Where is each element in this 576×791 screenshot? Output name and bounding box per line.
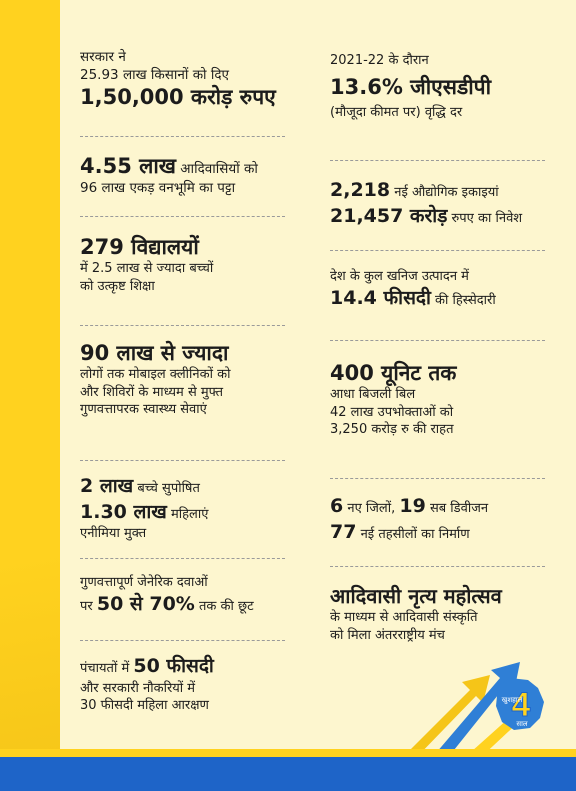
stat-text: नई औद्योगिक इकाइयां [390, 185, 499, 200]
stat-text: देश के कुल खनिज उत्पादन में [330, 269, 469, 284]
stat-text: और सरकारी नौकरियों में [80, 680, 196, 696]
stat-value: 6 [330, 495, 344, 517]
divider [330, 340, 545, 341]
yellow-side-band [0, 0, 60, 791]
stat-text: को मिला अंतरराष्ट्रीय मंच [330, 627, 445, 643]
stat-value: 4.55 लाख [80, 154, 176, 178]
stat-text: के माध्यम से आदिवासी संस्कृति [330, 610, 478, 625]
stat-value: 2,218 [330, 179, 391, 201]
gsdp-stat: 2021-22 के दौरान 13.6% जीएसडीपी (मौजूदा … [330, 52, 560, 121]
stat-value: 21,457 करोड़ [330, 204, 448, 227]
divider [330, 250, 545, 251]
stat-text: बच्चे सुपोषित [133, 481, 200, 496]
stat-text: 2021-22 के दौरान [330, 53, 429, 68]
stat-text: एनीमिया मुक्त [80, 526, 147, 542]
stat-text: नई तहसीलों का निर्माण [356, 526, 470, 542]
dance-festival-stat: आदिवासी नृत्य महोत्सव के माध्यम से आदिवा… [330, 584, 560, 644]
rajasthan-map-icon [496, 678, 544, 730]
stat-value: 19 [399, 495, 426, 517]
stat-text: को उत्कृष्ट शिक्षा [80, 278, 155, 294]
divider [330, 566, 545, 567]
stat-text: और शिविरों के माध्यम से मुफ्त [80, 384, 224, 400]
bottom-blue-band [0, 757, 576, 791]
stat-value: 50 फीसदी [133, 655, 214, 677]
stat-text: आधा बिजली बिल [330, 387, 416, 403]
logo-number: 4 [512, 686, 531, 724]
stat-text: नए जिलों, [343, 501, 400, 516]
stat-text: गुणवत्तापूर्ण जेनेरिक दवाओं [80, 575, 208, 590]
stat-value: 1,50,000 करोड़ रुपए [80, 85, 276, 110]
stat-value: 50 से 70% [96, 592, 195, 615]
stat-value: 77 [330, 520, 357, 543]
stat-text: 42 लाख उपभोक्ताओं को [330, 404, 454, 420]
stat-value: 2 लाख [80, 475, 134, 497]
stat-value: 1.30 लाख [80, 500, 167, 523]
stat-text: की हिस्सेदारी [430, 292, 496, 308]
stat-text: तक की छूट [194, 598, 254, 614]
stat-text: पंचायतों में [80, 661, 134, 676]
divider [330, 160, 545, 161]
stat-text: आदिवासियों को [175, 161, 258, 177]
stat-text: (मौजूदा कीमत पर) वृद्धि दर [330, 104, 463, 120]
districts-stat: 6 नए जिलों, 19 सब डिवीजन 77 नई तहसीलों क… [330, 494, 560, 545]
logo-bottom-text: साल [516, 720, 528, 728]
stat-text: 30 फीसदी महिला आरक्षण [80, 698, 209, 714]
stat-text: गुणवत्तापरक स्वास्थ्य सेवाएं [80, 402, 207, 418]
bottom-yellow-stripe [0, 749, 576, 757]
four-years-logo: 4 खुशहाल साल [496, 678, 544, 730]
stat-text: महिलाएं [166, 506, 209, 522]
divider [80, 136, 285, 137]
stat-value: 13.6% जीएसडीपी [330, 74, 492, 99]
stat-value: 90 लाख से ज्यादा [80, 341, 229, 365]
stat-text: 3,250 करोड़ रु की राहत [330, 422, 454, 438]
divider [80, 216, 285, 217]
reservation-stat: पंचायतों में 50 फीसदी और सरकारी नौकरियों… [80, 654, 290, 715]
yellow-arrow-icon [400, 675, 490, 760]
divider [80, 558, 285, 559]
stat-value: 14.4 फीसदी [330, 286, 431, 309]
stat-value: 400 यूनिट तक [330, 361, 457, 385]
stat-text: 25.93 लाख किसानों को दिए [80, 67, 229, 84]
electricity-stat: 400 यूनिट तक आधा बिजली बिल 42 लाख उपभोक्… [330, 360, 560, 439]
stat-text: रुपए का निवेश [447, 210, 523, 226]
stat-value: आदिवासी नृत्य महोत्सव [330, 584, 502, 608]
stat-text: पर [80, 598, 97, 614]
schools-stat: 279 विद्यालयों में 2.5 लाख से ज्यादा बच्… [80, 234, 290, 295]
industry-stat: 2,218 नई औद्योगिक इकाइयां 21,457 करोड़ र… [330, 178, 560, 229]
nutrition-stat: 2 लाख बच्चे सुपोषित 1.30 लाख महिलाएं एनी… [80, 474, 290, 543]
stat-text: में 2.5 लाख से ज्यादा बच्चों [80, 261, 214, 277]
divider [330, 478, 545, 479]
divider [80, 640, 285, 641]
stat-value: 279 विद्यालयों [80, 235, 199, 259]
stat-text: लोगों तक मोबाइल क्लीनिकों को [80, 367, 231, 383]
medicine-stat: गुणवत्तापूर्ण जेनेरिक दवाओं पर 50 से 70%… [80, 574, 290, 617]
blue-arrow-icon [430, 662, 520, 760]
stat-text: सब डिवीजन [425, 501, 489, 516]
forest-lease-stat: 4.55 लाख आदिवासियों को 96 लाख एकड़ वनभूम… [80, 153, 290, 197]
mineral-stat: देश के कुल खनिज उत्पादन में 14.4 फीसदी क… [330, 268, 560, 311]
stat-text: सरकार ने [80, 49, 126, 65]
divider [80, 460, 285, 461]
logo-top-text: खुशहाल [502, 696, 523, 704]
farmers-stat: सरकार ने 25.93 लाख किसानों को दिए 1,50,0… [80, 48, 290, 111]
divider [80, 325, 285, 326]
stat-text: 96 लाख एकड़ वनभूमि का पट्टा [80, 180, 236, 197]
health-stat: 90 लाख से ज्यादा लोगों तक मोबाइल क्लीनिक… [80, 340, 290, 419]
